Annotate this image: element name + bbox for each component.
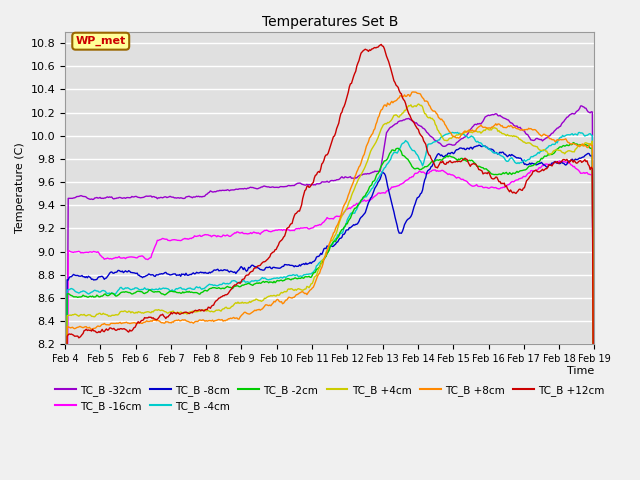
TC_B -32cm bbox=[376, 168, 384, 174]
TC_B +12cm bbox=[378, 41, 385, 47]
TC_B +12cm bbox=[316, 169, 323, 175]
TC_B +12cm bbox=[579, 159, 587, 165]
TC_B -16cm bbox=[348, 204, 355, 210]
TC_B +8cm bbox=[496, 122, 504, 128]
Text: Time: Time bbox=[567, 366, 595, 376]
TC_B +8cm bbox=[348, 184, 355, 190]
TC_B -2cm bbox=[570, 140, 577, 145]
TC_B -8cm bbox=[376, 176, 384, 182]
TC_B -16cm bbox=[316, 222, 323, 228]
TC_B -16cm bbox=[312, 223, 320, 229]
Line: TC_B -2cm: TC_B -2cm bbox=[65, 143, 595, 480]
TC_B +12cm bbox=[376, 42, 384, 48]
TC_B -2cm bbox=[316, 264, 323, 270]
TC_B +4cm bbox=[496, 130, 504, 135]
Line: TC_B -32cm: TC_B -32cm bbox=[65, 106, 595, 480]
TC_B -4cm bbox=[496, 152, 504, 158]
TC_B -32cm bbox=[578, 103, 586, 109]
TC_B +12cm bbox=[312, 172, 320, 178]
TC_B +4cm bbox=[579, 142, 587, 148]
TC_B -16cm bbox=[579, 170, 587, 176]
TC_B -16cm bbox=[376, 191, 384, 196]
Line: TC_B -8cm: TC_B -8cm bbox=[65, 145, 595, 480]
TC_B -32cm bbox=[579, 104, 587, 109]
TC_B -8cm bbox=[496, 149, 504, 155]
TC_B +8cm bbox=[376, 109, 384, 115]
TC_B +4cm bbox=[316, 264, 323, 270]
TC_B +8cm bbox=[316, 270, 323, 276]
TC_B +4cm bbox=[348, 193, 355, 199]
TC_B -2cm bbox=[495, 171, 503, 177]
TC_B -8cm bbox=[316, 252, 323, 258]
TC_B -4cm bbox=[579, 131, 587, 136]
TC_B -16cm bbox=[495, 186, 503, 192]
TC_B -8cm bbox=[579, 154, 587, 160]
TC_B -2cm bbox=[376, 166, 384, 171]
Line: TC_B +12cm: TC_B +12cm bbox=[65, 44, 595, 480]
TC_B -2cm bbox=[579, 143, 587, 148]
TC_B -32cm bbox=[312, 181, 320, 187]
TC_B -32cm bbox=[495, 113, 503, 119]
TC_B +12cm bbox=[348, 81, 355, 86]
TC_B -4cm bbox=[376, 172, 384, 178]
Line: TC_B -4cm: TC_B -4cm bbox=[65, 132, 595, 480]
TC_B +8cm bbox=[579, 141, 587, 147]
Text: WP_met: WP_met bbox=[76, 36, 126, 47]
Title: Temperatures Set B: Temperatures Set B bbox=[262, 15, 398, 29]
TC_B -16cm bbox=[556, 158, 563, 164]
TC_B +8cm bbox=[312, 276, 320, 282]
TC_B -2cm bbox=[348, 212, 355, 218]
TC_B -8cm bbox=[312, 254, 320, 260]
Line: TC_B -16cm: TC_B -16cm bbox=[65, 161, 595, 480]
TC_B +4cm bbox=[312, 273, 320, 278]
TC_B -4cm bbox=[312, 263, 320, 269]
Legend: TC_B -32cm, TC_B -16cm, TC_B -8cm, TC_B -4cm, TC_B -2cm, TC_B +4cm, TC_B +8cm, T: TC_B -32cm, TC_B -16cm, TC_B -8cm, TC_B … bbox=[51, 381, 608, 416]
TC_B +8cm bbox=[409, 89, 417, 95]
TC_B -2cm bbox=[312, 266, 320, 272]
TC_B -8cm bbox=[475, 143, 483, 148]
TC_B -4cm bbox=[348, 210, 355, 216]
TC_B +4cm bbox=[376, 129, 384, 135]
TC_B +4cm bbox=[415, 101, 422, 107]
Y-axis label: Temperature (C): Temperature (C) bbox=[15, 143, 25, 233]
TC_B -4cm bbox=[449, 130, 456, 135]
TC_B -32cm bbox=[348, 175, 355, 181]
TC_B -4cm bbox=[316, 260, 323, 265]
Line: TC_B +4cm: TC_B +4cm bbox=[65, 104, 595, 480]
TC_B -32cm bbox=[316, 181, 323, 187]
TC_B -8cm bbox=[348, 224, 355, 229]
Line: TC_B +8cm: TC_B +8cm bbox=[65, 92, 595, 480]
TC_B +12cm bbox=[496, 179, 504, 184]
